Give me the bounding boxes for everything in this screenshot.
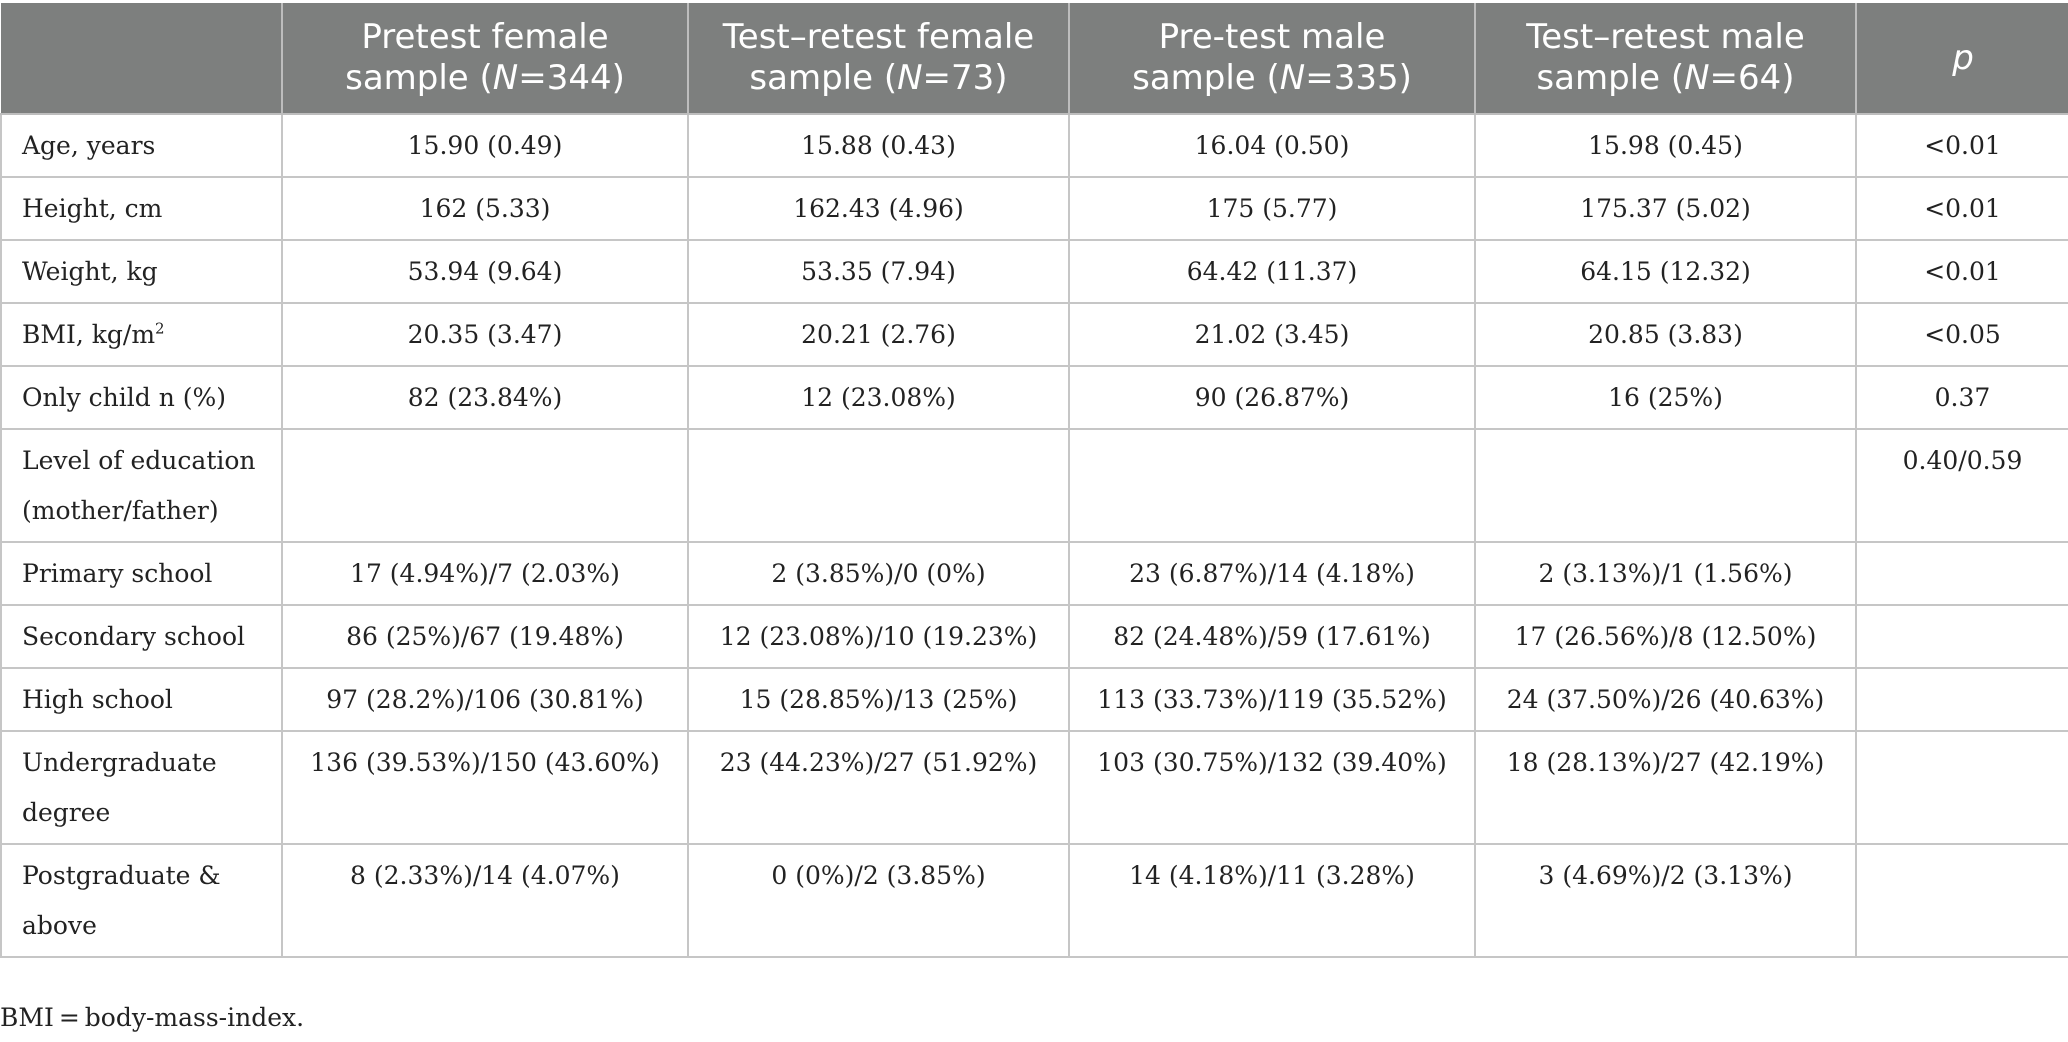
table-cell: 82 (23.84%) <box>281 365 689 430</box>
p-value-cell <box>1855 843 2068 958</box>
row-label: Secondary school <box>0 604 283 669</box>
row-label: Height, cm <box>0 176 283 241</box>
table-cell: 0 (0%)/2 (3.85%) <box>687 843 1070 958</box>
row-label: Only child n (%) <box>0 365 283 430</box>
header-p-value: p <box>1855 3 2068 115</box>
table-cell: 175 (5.77) <box>1068 176 1476 241</box>
table-cell: 97 (28.2%)/106 (30.81%) <box>281 667 689 732</box>
row-label: Postgraduate & above <box>0 843 283 958</box>
table-footnote: BMI = body-mass-index. <box>0 1003 305 1032</box>
header-row: Pretest female sample (N=344) Test–retes… <box>1 3 2068 115</box>
table-cell: 3 (4.69%)/2 (3.13%) <box>1474 843 1857 958</box>
p-value-cell: <0.05 <box>1855 302 2068 367</box>
table-cell: 17 (4.94%)/7 (2.03%) <box>281 541 689 606</box>
table-row: Postgraduate & above 8 (2.33%)/14 (4.07%… <box>0 843 2068 958</box>
row-label: Undergraduate degree <box>0 730 283 845</box>
table-cell: 53.94 (9.64) <box>281 239 689 304</box>
p-value-cell: <0.01 <box>1855 239 2068 304</box>
table-row: Age, years 15.90 (0.49) 15.88 (0.43) 16.… <box>0 113 2068 178</box>
table-cell: 20.35 (3.47) <box>281 302 689 367</box>
table-cell: 16 (25%) <box>1474 365 1857 430</box>
table-body: Age, years 15.90 (0.49) 15.88 (0.43) 16.… <box>0 113 2068 958</box>
header-empty-cell <box>1 3 283 115</box>
p-value-cell <box>1855 730 2068 845</box>
p-value-cell <box>1855 604 2068 669</box>
table-cell: 23 (6.87%)/14 (4.18%) <box>1068 541 1476 606</box>
table-cell: 23 (44.23%)/27 (51.92%) <box>687 730 1070 845</box>
row-label: Age, years <box>0 113 283 178</box>
table-row: High school 97 (28.2%)/106 (30.81%) 15 (… <box>0 667 2068 732</box>
header-retest-male: Test–retest male sample (N=64) <box>1474 3 1857 115</box>
table-row: Weight, kg 53.94 (9.64) 53.35 (7.94) 64.… <box>0 239 2068 304</box>
table-row: Height, cm 162 (5.33) 162.43 (4.96) 175 … <box>0 176 2068 241</box>
table-row: Only child n (%) 82 (23.84%) 12 (23.08%)… <box>0 365 2068 430</box>
table-row: Primary school 17 (4.94%)/7 (2.03%) 2 (3… <box>0 541 2068 606</box>
table-cell: 21.02 (3.45) <box>1068 302 1476 367</box>
table-row: Secondary school 86 (25%)/67 (19.48%) 12… <box>0 604 2068 669</box>
p-value-cell: <0.01 <box>1855 176 2068 241</box>
table-cell: 175.37 (5.02) <box>1474 176 1857 241</box>
table-cell: 24 (37.50%)/26 (40.63%) <box>1474 667 1857 732</box>
table-cell: 18 (28.13%)/27 (42.19%) <box>1474 730 1857 845</box>
demographics-table-container: Pretest female sample (N=344) Test–retes… <box>0 3 2068 958</box>
table-cell: 12 (23.08%)/10 (19.23%) <box>687 604 1070 669</box>
table-cell: 15.98 (0.45) <box>1474 113 1857 178</box>
header-pretest-male: Pre-test male sample (N=335) <box>1068 3 1476 115</box>
table-row: Undergraduate degree 136 (39.53%)/150 (4… <box>0 730 2068 845</box>
table-cell: 15.90 (0.49) <box>281 113 689 178</box>
row-label: Weight, kg <box>0 239 283 304</box>
table-cell: 14 (4.18%)/11 (3.28%) <box>1068 843 1476 958</box>
demographics-table: Pretest female sample (N=344) Test–retes… <box>0 3 2068 958</box>
table-cell: 20.85 (3.83) <box>1474 302 1857 367</box>
p-value-cell: <0.01 <box>1855 113 2068 178</box>
table-cell: 17 (26.56%)/8 (12.50%) <box>1474 604 1857 669</box>
table-cell: 113 (33.73%)/119 (35.52%) <box>1068 667 1476 732</box>
table-cell: 136 (39.53%)/150 (43.60%) <box>281 730 689 845</box>
table-cell <box>281 428 689 543</box>
table-cell: 162 (5.33) <box>281 176 689 241</box>
table-cell: 20.21 (2.76) <box>687 302 1070 367</box>
table-cell: 162.43 (4.96) <box>687 176 1070 241</box>
table-header: Pretest female sample (N=344) Test–retes… <box>1 3 2068 115</box>
row-label: Primary school <box>0 541 283 606</box>
table-cell: 64.42 (11.37) <box>1068 239 1476 304</box>
table-row: BMI, kg/m2 20.35 (3.47) 20.21 (2.76) 21.… <box>0 302 2068 367</box>
table-cell: 53.35 (7.94) <box>687 239 1070 304</box>
p-value-cell: 0.40/0.59 <box>1855 428 2068 543</box>
p-value-cell <box>1855 541 2068 606</box>
table-cell: 15.88 (0.43) <box>687 113 1070 178</box>
table-cell: 15 (28.85%)/13 (25%) <box>687 667 1070 732</box>
header-pretest-female: Pretest female sample (N=344) <box>281 3 689 115</box>
table-cell <box>1068 428 1476 543</box>
superscript: 2 <box>155 319 165 338</box>
table-cell: 16.04 (0.50) <box>1068 113 1476 178</box>
table-cell: 2 (3.13%)/1 (1.56%) <box>1474 541 1857 606</box>
table-cell: 103 (30.75%)/132 (39.40%) <box>1068 730 1476 845</box>
bmi-label-text: BMI, kg/m <box>22 320 156 349</box>
table-cell: 64.15 (12.32) <box>1474 239 1857 304</box>
table-cell: 86 (25%)/67 (19.48%) <box>281 604 689 669</box>
table-cell <box>687 428 1070 543</box>
table-cell: 12 (23.08%) <box>687 365 1070 430</box>
table-cell: 2 (3.85%)/0 (0%) <box>687 541 1070 606</box>
table-row: Level of education (mother/father) 0.40/… <box>0 428 2068 543</box>
p-value-cell: 0.37 <box>1855 365 2068 430</box>
table-cell: 8 (2.33%)/14 (4.07%) <box>281 843 689 958</box>
row-label: BMI, kg/m2 <box>0 302 283 367</box>
table-cell: 82 (24.48%)/59 (17.61%) <box>1068 604 1476 669</box>
row-label: Level of education (mother/father) <box>0 428 283 543</box>
header-retest-female: Test–retest female sample (N=73) <box>687 3 1070 115</box>
row-label: High school <box>0 667 283 732</box>
table-cell <box>1474 428 1857 543</box>
table-cell: 90 (26.87%) <box>1068 365 1476 430</box>
p-value-cell <box>1855 667 2068 732</box>
